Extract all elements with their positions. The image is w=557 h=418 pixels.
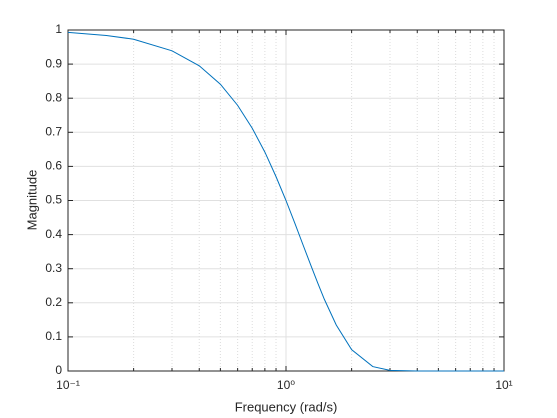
y-tick-label: 1 [55,22,62,36]
y-tick-label: 0.8 [45,90,62,104]
y-tick-label: 0.7 [45,124,62,138]
y-tick-label: 0.2 [45,295,62,309]
axes-box [67,29,505,372]
y-tick-label: 0.9 [45,56,62,70]
y-tick-label: 0.6 [45,159,62,173]
x-tick-label: 10⁰ [277,378,295,392]
line [67,31,504,372]
y-tick-label: 0.4 [45,227,62,241]
y-tick-label: 0.3 [45,261,62,275]
y-tick-label: 0.1 [45,329,62,343]
y-tick-label: 0 [55,363,62,377]
y-axis-label: Magnitude [24,170,39,231]
y-tick-label: 0.5 [45,193,62,207]
x-axis-label: Frequency (rad/s) [235,399,338,414]
x-tick-label: 10¹ [495,378,512,392]
x-tick-label: 10⁻¹ [56,378,80,392]
